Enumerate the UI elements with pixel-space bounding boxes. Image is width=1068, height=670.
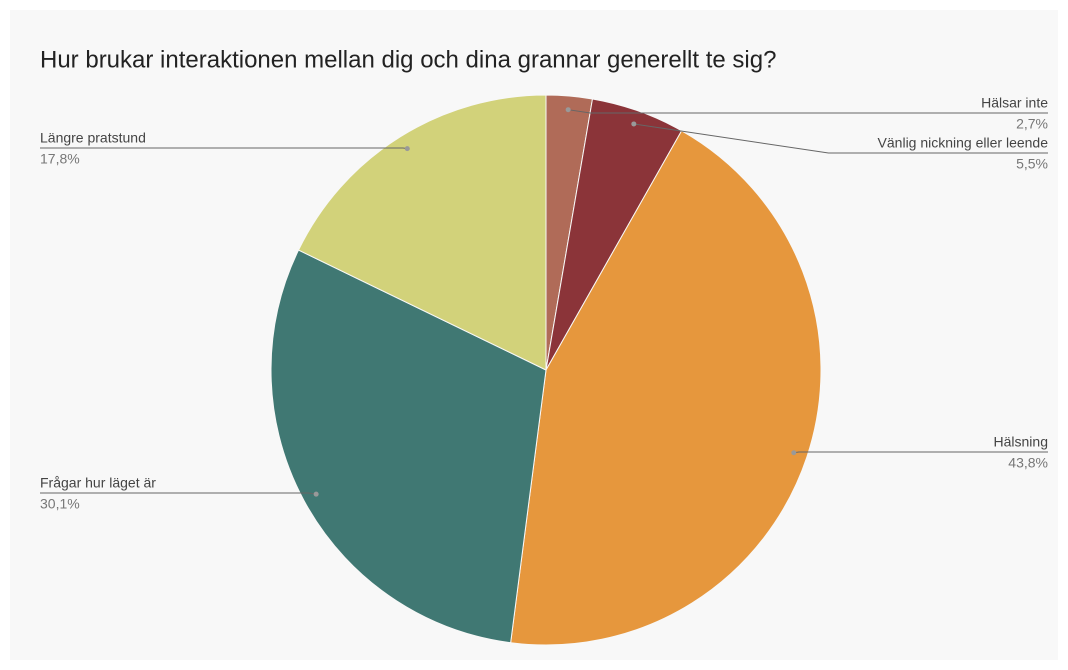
leader-dot [313,491,319,497]
pie-slice [270,249,547,644]
leader-dot [565,107,571,113]
slice-value-label: 30,1% [40,496,80,512]
leader-dot [631,121,637,127]
leader-dot [404,146,410,152]
slice-value-label: 17,8% [40,151,80,167]
slice-label: Hälsning [994,434,1048,450]
slice-label: Längre pratstund [40,130,146,146]
slice-label: Vänlig nickning eller leende [878,135,1049,151]
slice-label: Hälsar inte [981,95,1048,111]
leader-line [568,109,1048,114]
chart-title: Hur brukar interaktionen mellan dig och … [40,46,776,73]
slice-value-label: 43,8% [1008,455,1048,471]
slice-label: Frågar hur läget är [40,475,156,491]
slice-value-label: 2,7% [1016,116,1048,132]
slice-value-label: 5,5% [1016,156,1048,172]
leader-line [40,492,317,495]
leader-line [633,123,1048,154]
leader-dot [791,450,797,456]
pie-slice [510,130,822,646]
pie-slice [297,94,547,371]
